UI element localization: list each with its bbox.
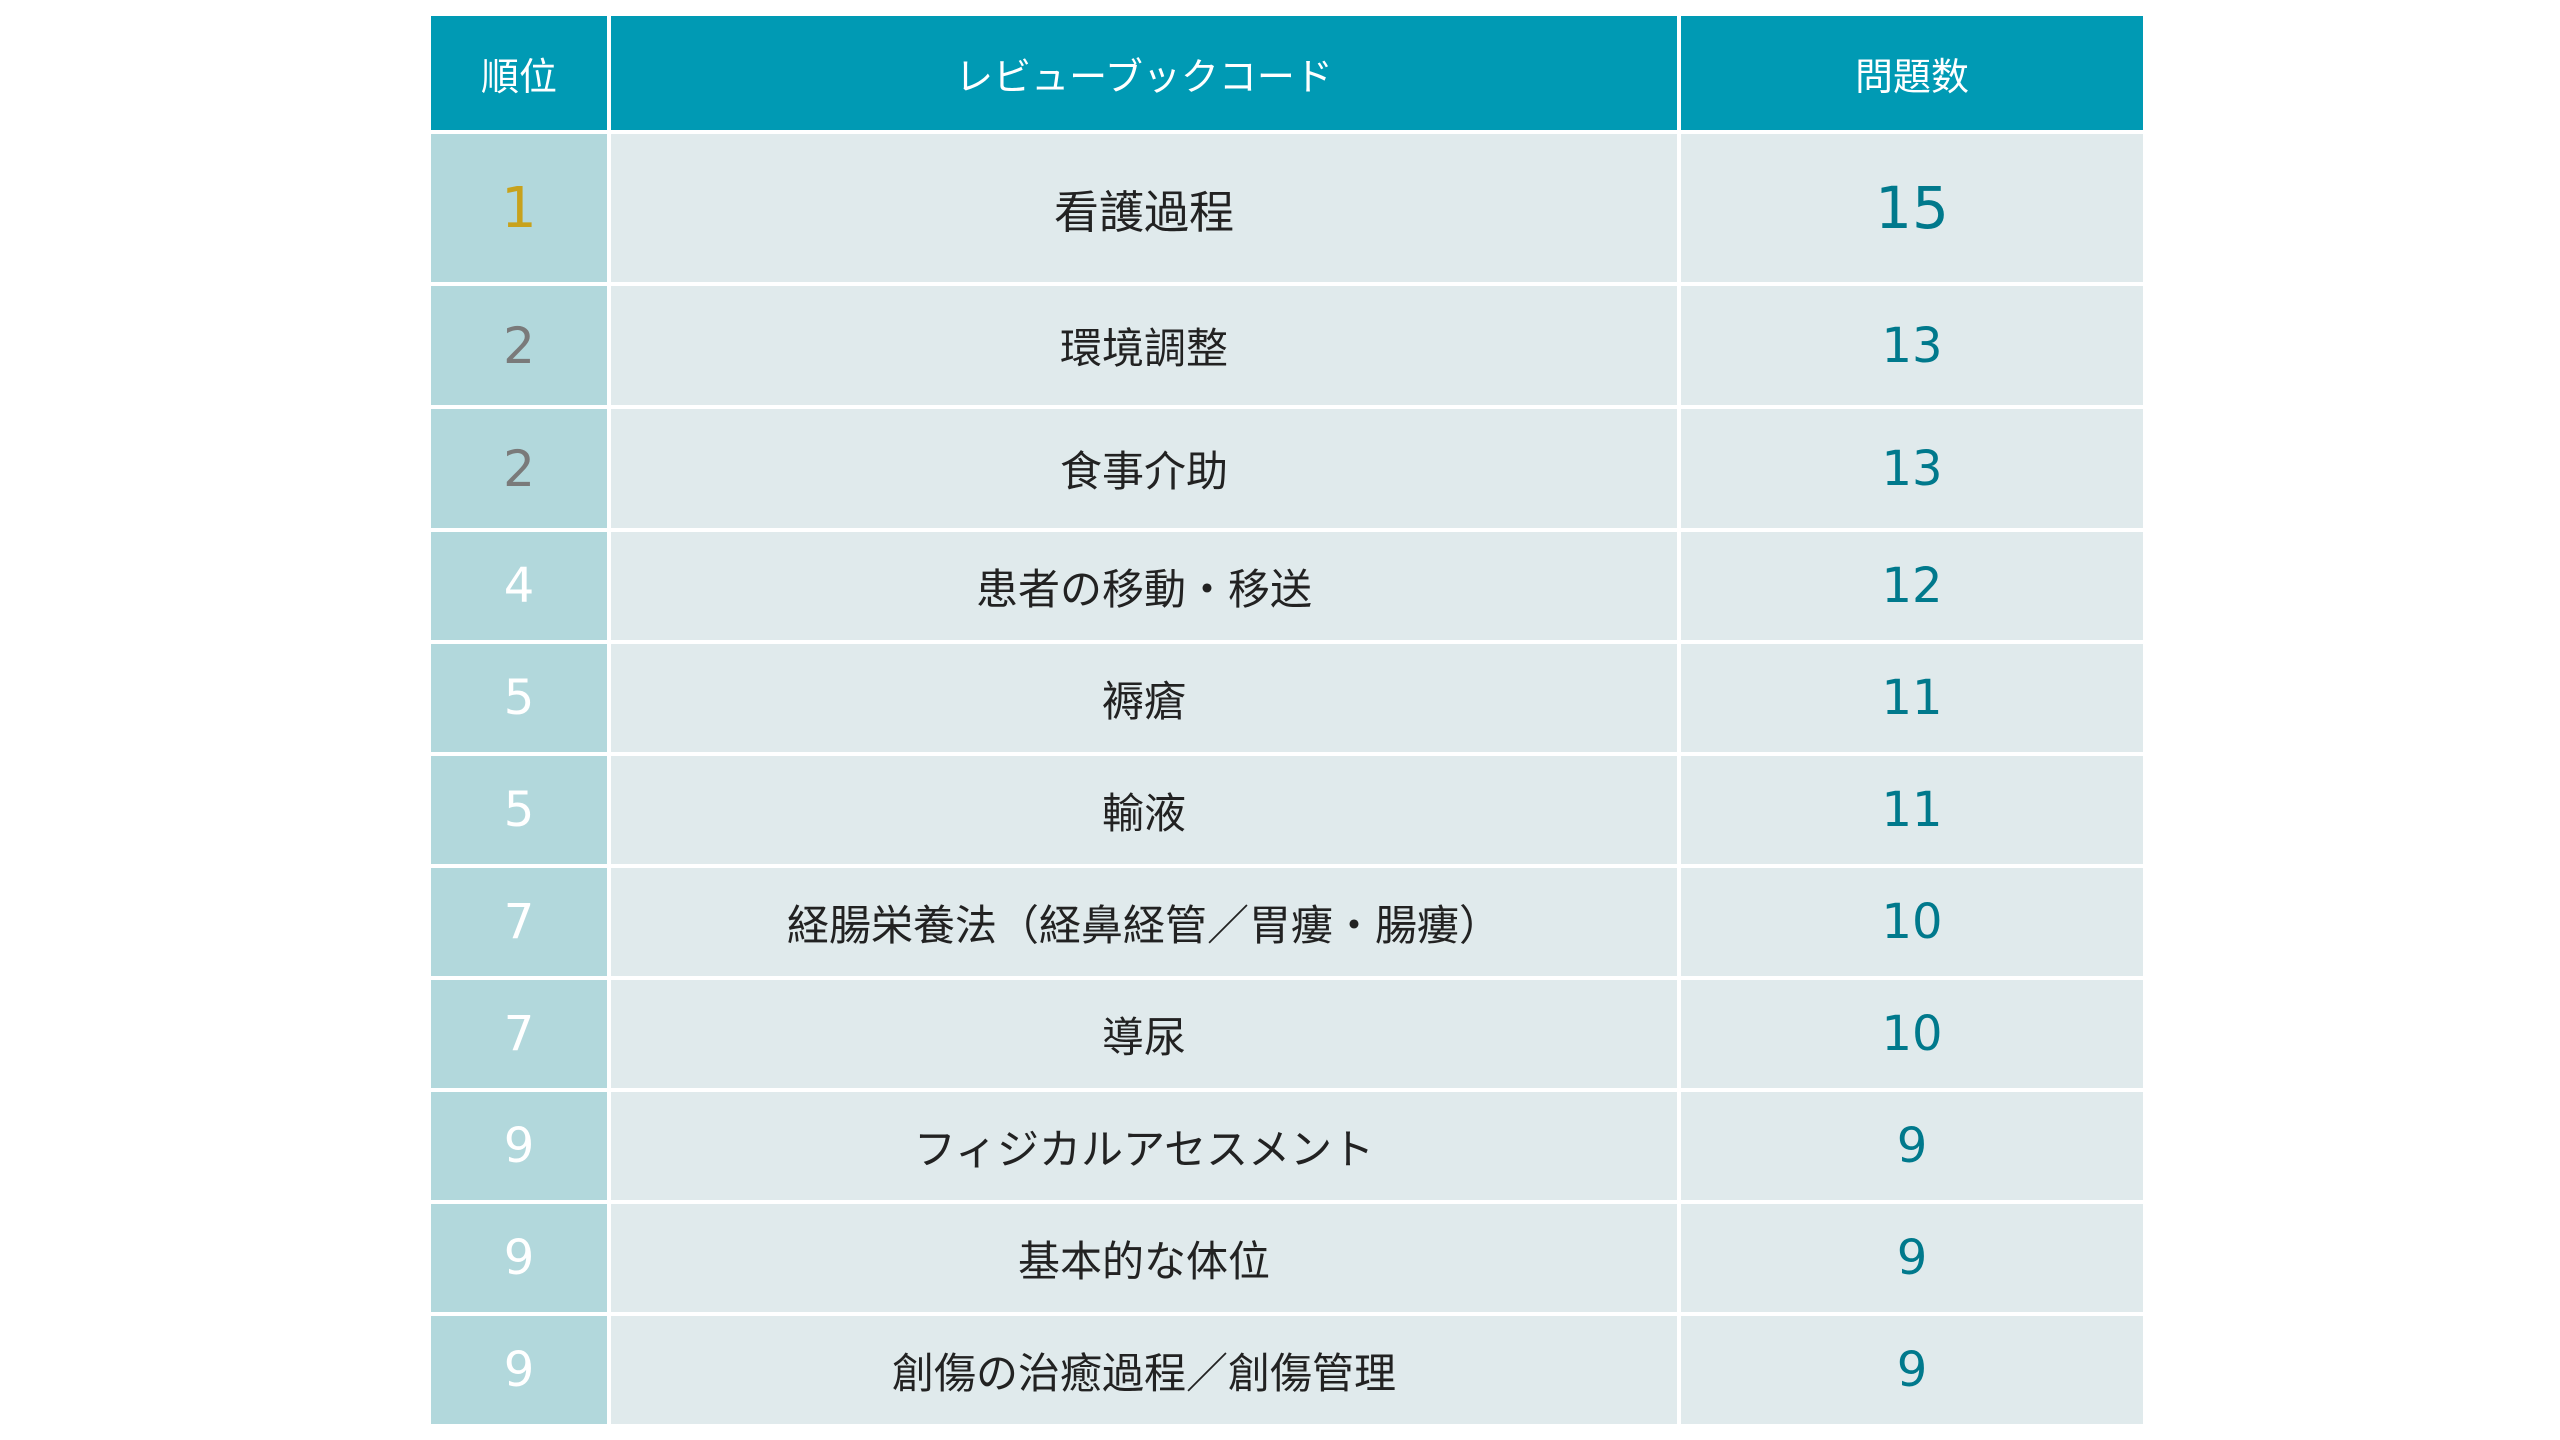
rank-cell: 2 [431,286,607,405]
count-cell: 11 [1681,644,2143,752]
code-cell: 経腸栄養法（経鼻経管／胃瘻・腸瘻） [611,868,1677,976]
rank-cell: 9 [431,1204,607,1312]
code-cell: 褥瘡 [611,644,1677,752]
code-cell: 基本的な体位 [611,1204,1677,1312]
rank-cell: 7 [431,868,607,976]
header-review-book-code: レビューブックコード [611,16,1677,130]
count-cell: 12 [1681,532,2143,640]
header-rank: 順位 [431,16,607,130]
code-cell: 輸液 [611,756,1677,864]
code-cell: 導尿 [611,980,1677,1088]
rank-cell: 4 [431,532,607,640]
rank-cell: 9 [431,1092,607,1200]
count-cell: 10 [1681,980,2143,1088]
rank-cell: 7 [431,980,607,1088]
count-cell: 11 [1681,756,2143,864]
rank-cell: 5 [431,644,607,752]
code-cell: 看護過程 [611,134,1677,282]
count-cell: 9 [1681,1092,2143,1200]
rank-cell: 2 [431,409,607,528]
count-cell: 9 [1681,1204,2143,1312]
rank-cell: 1 [431,134,607,282]
count-cell: 9 [1681,1316,2143,1424]
count-cell: 13 [1681,409,2143,528]
code-cell: 環境調整 [611,286,1677,405]
rank-cell: 9 [431,1316,607,1424]
code-cell: 創傷の治癒過程／創傷管理 [611,1316,1677,1424]
header-question-count: 問題数 [1681,16,2143,130]
ranking-table: 順位 レビューブックコード 問題数 1 看護過程 15 2 環境調整 13 2 … [431,16,2143,1424]
rank-cell: 5 [431,756,607,864]
count-cell: 15 [1681,134,2143,282]
code-cell: 患者の移動・移送 [611,532,1677,640]
count-cell: 10 [1681,868,2143,976]
code-cell: フィジカルアセスメント [611,1092,1677,1200]
code-cell: 食事介助 [611,409,1677,528]
count-cell: 13 [1681,286,2143,405]
